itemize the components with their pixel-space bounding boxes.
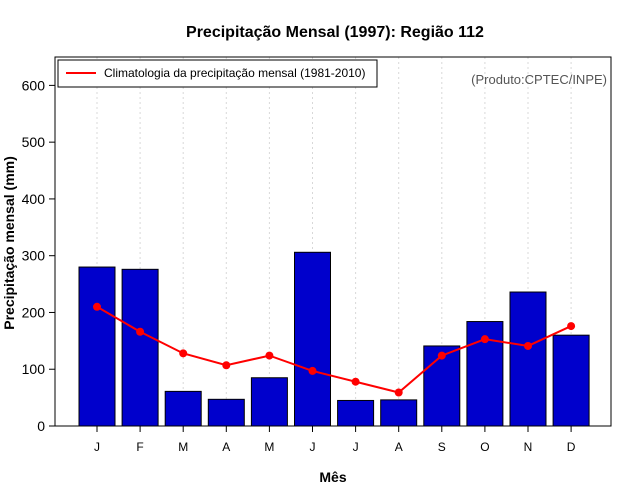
climatology-point-12	[567, 322, 576, 331]
x-tick-label: M	[178, 440, 188, 454]
x-tick-label: J	[94, 440, 100, 454]
y-tick-label: 200	[22, 304, 46, 320]
climatology-line-layer	[93, 302, 576, 397]
bar-8	[380, 399, 418, 427]
plot-frame	[54, 56, 612, 427]
climatology-point-2	[136, 327, 145, 336]
x-tick-label: J	[353, 440, 359, 454]
y-axis-label: Precipitação mensal (mm)	[1, 156, 17, 330]
y-tick-label: 0	[37, 418, 45, 434]
y-tick-label: 500	[22, 134, 46, 150]
climatology-point-10	[480, 335, 489, 344]
y-tick-label: 600	[22, 77, 46, 93]
bar-11	[509, 291, 547, 427]
climatology-point-11	[524, 341, 532, 350]
bar-3	[164, 390, 202, 427]
climatology-point-3	[179, 349, 188, 358]
bar-2	[121, 268, 159, 427]
x-tick-label: D	[567, 440, 576, 454]
bar-12	[552, 334, 590, 427]
credit-text: (Produto:CPTEC/INPE)	[471, 72, 607, 87]
climatology-point-8	[394, 388, 403, 397]
y-tick-label: 300	[22, 248, 46, 264]
chart-title: Precipitação Mensal (1997): Região 112	[186, 24, 484, 41]
x-tick-label: J	[310, 440, 316, 454]
x-tick-label: N	[524, 440, 533, 454]
y-tick-label: 400	[22, 191, 46, 207]
climatology-point-6	[308, 366, 317, 375]
legend-box	[57, 59, 378, 88]
x-tick-label: F	[136, 440, 143, 454]
legend: Climatologia da precipitação mensal (198…	[57, 59, 378, 88]
bar-6	[294, 251, 331, 427]
bar-10	[466, 321, 504, 427]
legend-entry: Climatologia da precipitação mensal (198…	[104, 66, 365, 80]
x-tick-label: M	[264, 440, 274, 454]
y-axis: 0 100 200 300 400 500 600	[22, 77, 55, 434]
climatology-point-7	[351, 377, 360, 386]
climatology-point-5	[265, 351, 274, 360]
climatology-point-9	[437, 351, 446, 360]
y-tick-label: 100	[22, 361, 46, 377]
x-tick-label: A	[395, 440, 403, 454]
climatology-point-1	[93, 302, 101, 311]
x-tick-label: A	[222, 440, 230, 454]
grid-layer	[96, 57, 572, 426]
x-tick-label: S	[438, 440, 446, 454]
bar-1	[78, 266, 116, 427]
bar-5	[250, 377, 288, 427]
bar-7	[337, 399, 375, 427]
x-tick-label: O	[480, 440, 489, 454]
climatology-line	[96, 305, 572, 394]
climatology-point-4	[222, 361, 231, 370]
x-axis-label: Mês	[319, 469, 346, 485]
bar-4	[207, 398, 245, 427]
